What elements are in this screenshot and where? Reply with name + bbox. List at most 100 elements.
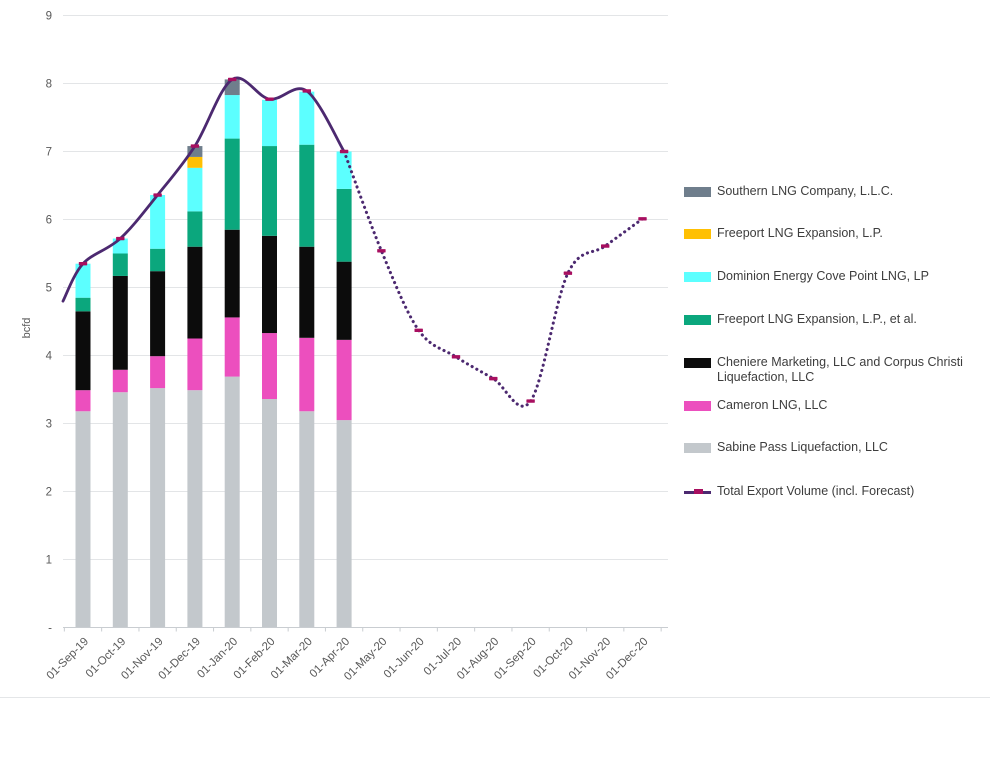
bar-segment [224,317,240,377]
legend-label: Freeport LNG Expansion, L.P., et al. [717,312,917,326]
legend-label: Dominion Energy Cove Point LNG, LP [717,269,929,283]
total-line-marker [638,217,647,221]
total-line-marker [302,89,311,93]
bar-segment [224,376,240,628]
bar-segment [150,356,166,389]
total-line-marker [377,249,386,253]
bar-segment [75,263,91,298]
bar-segment [262,146,277,236]
bar-segment [112,392,128,628]
bar-segment [262,99,277,147]
legend-label: Sabine Pass Liquefaction, LLC [717,440,888,454]
legend-item-dominion-cove-point: Dominion Energy Cove Point LNG, LP [684,269,990,284]
total-line-marker [451,355,461,359]
legend-line-marker [694,489,703,494]
x-axis-label: 01-Sep-19 [45,636,91,682]
total-line-marker [228,77,237,82]
bar-segment [75,411,91,628]
legend-label: Southern LNG Company, L.L.C. [717,184,894,198]
y-axis-tick-label: 5 [46,283,52,295]
bar-segment [262,399,277,628]
legend-swatch-sabine-pass [684,443,711,453]
total-line-marker [265,97,274,101]
bar-segment [150,271,166,357]
bar-segment [150,248,166,272]
legend-swatch-freeport-et-al [684,315,711,325]
bar-segment [187,146,203,157]
bar-segment [299,337,315,412]
total-line-marker [78,262,88,266]
chart-canvas: -12345678901-Sep-1901-Oct-1901-Nov-1901-… [45,11,668,683]
legend-item-freeport-expansion: Freeport LNG Expansion, L.P. [684,226,990,241]
bar-segment [187,156,203,168]
bar-segment [224,138,240,230]
y-axis-tick-label: - [48,623,52,635]
bar-segment [112,238,128,254]
bar-segment [336,188,352,262]
y-axis-title: bcfd [21,317,33,339]
bar-segment [187,338,203,391]
bar-segment [112,253,128,276]
y-axis-tick-label: 1 [46,555,52,567]
legend-swatch-freeport-expansion [684,229,711,239]
y-axis-tick-label: 2 [46,487,52,499]
bar-segment [187,390,203,628]
total-line-marker [601,244,610,248]
y-axis-tick-label: 9 [46,11,52,23]
y-axis-tick-label: 7 [46,147,52,159]
bar-segment [336,261,352,340]
bar-segment [299,411,315,628]
total-line-marker [153,193,162,197]
legend-item-freeport-et-al: Freeport LNG Expansion, L.P., et al. [684,312,990,327]
y-axis-tick-label: 3 [46,419,52,431]
x-axis-label: 01-Jun-20 [382,636,427,681]
total-line-marker [414,328,423,333]
bar-segment [75,297,91,312]
legend-label: Total Export Volume (incl. Forecast) [717,484,915,498]
legend-item-cameron: Cameron LNG, LLC [684,398,990,413]
bar-segment [75,311,91,391]
bar-segment [187,246,203,339]
bar-segment [262,235,277,334]
y-axis-tick-label: 6 [46,215,52,227]
bar-segment [299,91,315,145]
bar-segment [187,211,203,247]
bar-segment [336,151,352,189]
bar-segment [150,195,166,249]
legend-swatch-cameron [684,401,711,411]
bar-segment [75,390,91,412]
legend-label: Freeport LNG Expansion, L.P. [717,226,883,240]
legend-item-cheniere: Cheniere Marketing, LLC and Corpus Chris… [684,355,990,384]
legend-label: Cheniere Marketing, LLC and Corpus Chris… [717,355,963,384]
bar-segment [336,339,352,421]
y-axis-tick-label: 8 [46,79,52,91]
legend-item-total-export-volume: Total Export Volume (incl. Forecast) [684,484,990,500]
bar-segment [150,388,166,628]
bar-segment [187,167,203,212]
chart-legend: Southern LNG Company, L.L.C. Freeport LN… [684,0,990,700]
bar-segment [262,333,277,400]
legend-label: Cameron LNG, LLC [717,398,828,412]
legend-item-southern-lng: Southern LNG Company, L.L.C. [684,184,990,199]
total-line-marker [190,144,200,148]
bar-segment [224,229,240,318]
legend-item-sabine-pass: Sabine Pass Liquefaction, LLC [684,440,990,455]
bar-segment [299,246,315,338]
y-axis-tick-label: 4 [46,351,53,363]
bar-segment [112,275,128,370]
bar-segment [299,144,315,247]
bar-segment [336,420,352,628]
legend-swatch-cheniere [684,358,711,368]
total-line-marker [116,236,125,241]
bar-segment [224,79,240,96]
total-line-marker [526,399,535,403]
total-line-forecast [342,149,645,408]
bar-segment [112,369,128,393]
legend-swatch-dominion-cove-point [684,272,711,282]
legend-line-sample [684,484,711,500]
bar-segment [224,95,240,139]
total-line-marker [489,376,498,381]
legend-swatch-southern-lng [684,187,711,197]
total-line-marker [339,149,349,154]
